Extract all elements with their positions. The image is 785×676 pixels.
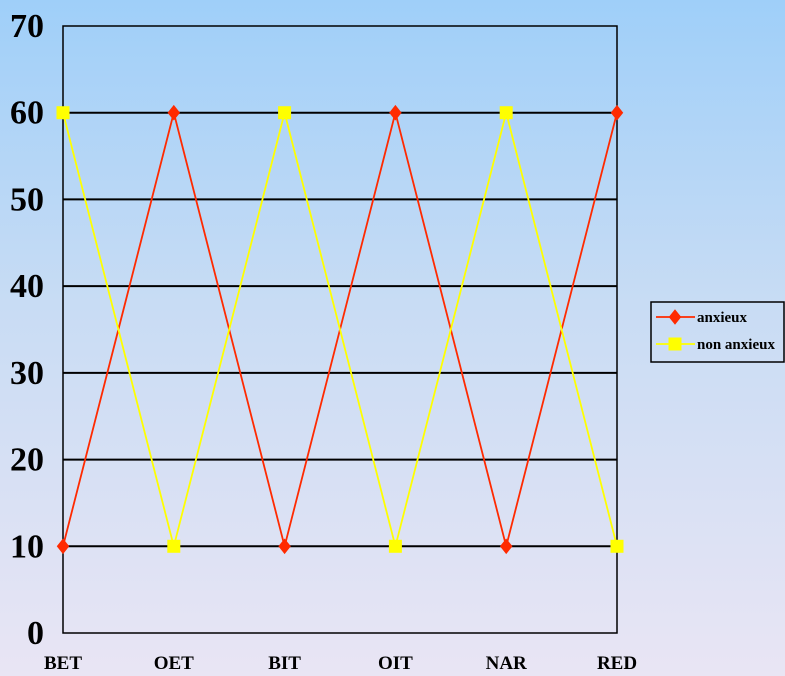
y-tick-label: 10	[10, 528, 44, 565]
legend: anxieux non anxieux	[650, 301, 785, 363]
series-layer	[56, 104, 624, 555]
data-point	[499, 106, 513, 120]
data-point	[389, 104, 402, 121]
data-point	[56, 106, 70, 120]
data-point	[388, 539, 402, 553]
x-tick-label: NAR	[486, 653, 527, 674]
legend-marker	[668, 337, 682, 351]
legend-box	[650, 301, 785, 363]
legend-item: non anxieux	[656, 337, 775, 353]
series-line	[62, 112, 618, 547]
data-point	[167, 104, 181, 121]
y-tick-label: 40	[10, 268, 44, 305]
legend-items: anxieux non anxieux	[656, 309, 775, 353]
y-axis-tick-labels: 0 10 20 30 40 50 60 70	[10, 8, 44, 652]
y-tick-label: 70	[10, 8, 44, 45]
data-point	[610, 539, 624, 553]
legend-marker	[668, 309, 682, 325]
plot-area-frame	[62, 25, 618, 634]
y-tick-label: 50	[10, 181, 44, 218]
data-point	[167, 539, 181, 553]
y-tick-label: 30	[10, 355, 44, 392]
data-point	[610, 104, 624, 121]
data-point	[56, 538, 70, 555]
y-tick-label: 20	[10, 442, 44, 479]
series-non-anxieux	[56, 106, 624, 553]
data-point	[278, 538, 291, 555]
gridlines	[63, 111, 617, 548]
data-point	[278, 106, 292, 120]
x-axis-tick-labels: BET OET BIT OIT NAR RED	[44, 653, 637, 674]
x-tick-label: RED	[597, 653, 637, 674]
y-tick-label: 0	[27, 615, 44, 652]
data-point	[499, 538, 513, 555]
y-tick-label: 60	[10, 95, 44, 132]
x-tick-label: BIT	[268, 653, 301, 674]
legend-label: non anxieux	[697, 337, 775, 353]
x-tick-label: OIT	[378, 653, 413, 674]
legend-item: anxieux	[656, 309, 748, 326]
legend-label: anxieux	[697, 310, 748, 326]
x-tick-label: BET	[44, 653, 82, 674]
x-tick-label: OET	[154, 653, 194, 674]
